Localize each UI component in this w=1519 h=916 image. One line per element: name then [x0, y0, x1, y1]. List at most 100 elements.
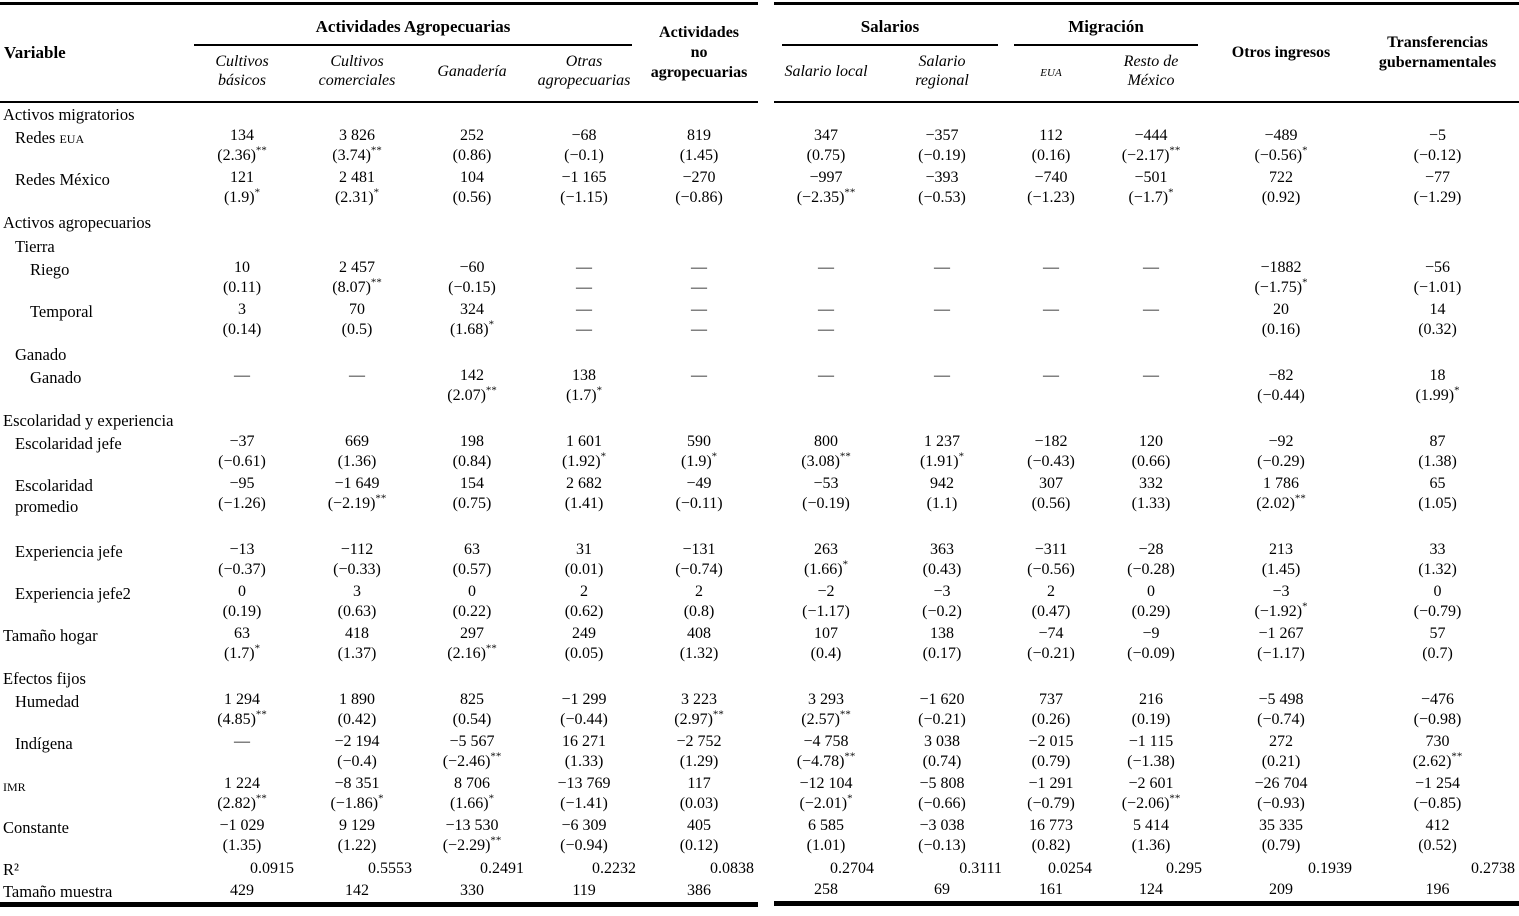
coefficient-value: 20 [1273, 300, 1290, 318]
section-row-right [774, 102, 1519, 126]
coefficient-value: −3 [933, 582, 951, 600]
coefficient-value: −8 351 [334, 774, 380, 792]
t-statistic: (−2.46)** [442, 750, 502, 770]
t-statistic: (−0.56) [1027, 560, 1075, 578]
coefficient-value: 324 [460, 300, 484, 318]
data-cell: −501 (−1.7)* [1096, 168, 1206, 210]
row-label-text: Escolaridad promedio [15, 475, 93, 516]
coefficient-value: — [576, 258, 593, 276]
coefficient-value: −3 [1272, 582, 1290, 600]
t-statistic: (0.32) [1418, 320, 1457, 338]
table-row-left: Ganado — —142 (2.07)** 138 (1.7)* — [0, 366, 758, 408]
coefficient-value: — [1043, 300, 1059, 318]
coefficient-value: −1 299 [561, 690, 607, 708]
data-cell: — [878, 258, 1006, 300]
t-statistic: (−2.19)** [327, 492, 387, 512]
coefficient-value: −56 [1425, 258, 1451, 276]
coefficient-value: — [818, 366, 834, 384]
table-row-left: Escolaridad jefe −37 (−0.61) 669 (1.36) 198 (0… [0, 432, 758, 474]
coefficient-value: 142 [460, 366, 484, 384]
coefficient-value: 3 [353, 582, 361, 600]
data-cell: 10 (0.11) [186, 258, 298, 300]
data-cell: −1 115 (−1.38) [1096, 732, 1206, 774]
coefficient-value: — [1143, 258, 1159, 276]
column-header-eua: eua [1040, 62, 1062, 80]
coefficient-value: 104 [460, 168, 484, 186]
data-cell: 6 585 (1.01) [774, 816, 878, 858]
coefficient-value: −77 [1425, 168, 1451, 186]
t-statistic: (1.66)* [803, 558, 849, 578]
data-cell: 87 (1.38) [1356, 432, 1519, 474]
t-statistic: (−0.43) [1027, 452, 1075, 470]
column-header-otras-agropecuarias: Otras agropecuarias [537, 53, 631, 89]
data-cell: — [774, 366, 878, 408]
coefficient-value: −444 [1134, 126, 1168, 144]
section-row-right [774, 234, 1519, 258]
data-cell: 2 (0.8) [640, 582, 758, 624]
data-cell: — — [640, 300, 758, 342]
t-statistic: (−0.53) [918, 188, 966, 206]
coefficient-value: −92 [1268, 432, 1294, 450]
table-row-right: 3 293 (2.57)** −1 620 (−0.21) 737 (0.26) 216 (0… [774, 690, 1519, 732]
data-cell: 3 223 (2.97)** [640, 690, 758, 732]
data-cell: 942 (1.1) [878, 474, 1006, 540]
column-header-cultivos-comerciales: Cultivos comerciales [318, 53, 396, 89]
coefficient-value: 1 890 [339, 690, 375, 708]
t-statistic: (1.37) [337, 644, 377, 662]
coefficient-value: −5 [1429, 126, 1447, 144]
table-row-left: Temporal 3 (0.14) 70 (0.5) 324 (1.68)* — — — — [0, 300, 758, 342]
data-cell: −357 (−0.19) [878, 126, 1006, 168]
t-statistic: (8.07)** [332, 276, 382, 296]
t-statistic: — [691, 278, 708, 296]
row-label: Experiencia jefe [0, 540, 186, 582]
data-cell: 0.0838 [640, 858, 758, 880]
coefficient-value: 117 [687, 774, 711, 792]
t-statistic: (0.63) [337, 602, 377, 620]
t-statistic: (1.7)* [223, 642, 261, 662]
data-cell: 134 (2.36)** [186, 126, 298, 168]
t-statistic: (0.57) [452, 560, 492, 578]
coefficient-value: −13 769 [557, 774, 611, 792]
data-cell: — [186, 732, 298, 774]
row-label: Escolaridad promedio [0, 474, 186, 540]
t-statistic: (0.92) [1261, 188, 1301, 206]
data-cell: −9 (−0.09) [1096, 624, 1206, 666]
t-statistic: (0.16) [1261, 320, 1301, 338]
coefficient-value: −6 309 [561, 816, 607, 834]
t-statistic: (1.45) [679, 146, 719, 164]
row-label: Redes eua [0, 126, 186, 168]
t-statistic: (0.4) [810, 644, 842, 662]
data-cell: −311 (−0.56) [1006, 540, 1096, 582]
data-cell: 138 (0.17) [878, 624, 1006, 666]
coefficient-value: 33 [1429, 540, 1446, 558]
t-statistic: (−0.74) [675, 560, 723, 578]
summary-row-right: 0.2704 0.3111 0.0254 0.295 0.1939 0.2738 [774, 858, 1519, 880]
coefficient-value: — [1143, 300, 1159, 318]
coefficient-value: −476 [1421, 690, 1455, 708]
coefficient-value: −13 530 [445, 816, 499, 834]
t-statistic: — [691, 320, 708, 338]
coefficient-value: 65 [1429, 474, 1446, 492]
table-row-right: 107 (0.4) 138 (0.17) −74 (−0.21) −9 (−0.09) −1 2… [774, 624, 1519, 666]
t-statistic: (−0.85) [1413, 794, 1462, 812]
coefficient-value: 590 [687, 432, 712, 450]
data-cell: — [1096, 366, 1206, 408]
t-statistic: (1.45) [1261, 560, 1301, 578]
data-cell: −1 165 (−1.15) [528, 168, 640, 210]
data-cell: −3 (−0.2) [878, 582, 1006, 624]
data-cell: −77 (−1.29) [1356, 168, 1519, 210]
data-cell: 16 773 (0.82) [1006, 816, 1096, 858]
coefficient-value: 1 786 [1263, 474, 1300, 492]
t-statistic: (−2.17)** [1121, 144, 1181, 164]
coefficient-value: 942 [930, 474, 954, 492]
coefficient-value: −311 [1034, 540, 1068, 558]
column-header-transferencias-gubernamentales: Transferencias gubernamentales [1378, 33, 1497, 71]
table-row-right: −2 (−1.17) −3 (−0.2) 2 (0.47) 0 (0.29) −3 (−1.92)… [774, 582, 1519, 624]
data-cell: 0.2491 [416, 858, 528, 880]
data-cell: 3 (0.63) [298, 582, 416, 624]
row-label-text: Humedad [15, 691, 80, 711]
coefficient-value: −1882 [1260, 258, 1302, 276]
t-statistic: (−0.44) [560, 710, 608, 728]
data-cell: — [1006, 258, 1096, 300]
t-statistic: (2.62)** [1412, 750, 1463, 770]
